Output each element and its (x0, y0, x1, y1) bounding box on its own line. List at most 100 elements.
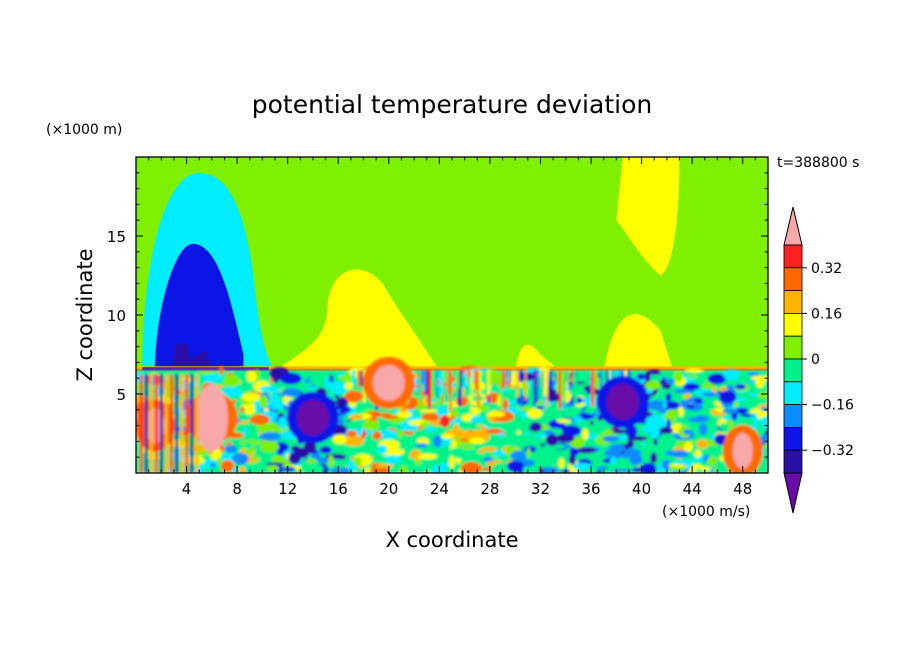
field-cell (232, 452, 249, 465)
field-cell (582, 428, 589, 441)
feature-core (732, 432, 753, 469)
field-cell (665, 378, 676, 385)
colorbar-swatch (783, 449, 803, 474)
field-cell (755, 376, 765, 388)
field-cell (576, 447, 596, 454)
field-cell (239, 406, 245, 414)
field-cell (384, 452, 402, 465)
field-streak (519, 370, 523, 383)
field-cell (695, 376, 707, 386)
field-cell (263, 400, 285, 408)
field-streak (543, 370, 548, 396)
field-cell (306, 458, 317, 464)
field-cell (707, 373, 727, 385)
field-streak (505, 370, 508, 386)
field-streak (471, 370, 475, 383)
field-cell (608, 443, 626, 453)
colorbar-swatch (783, 312, 803, 337)
field-cell (684, 368, 704, 373)
field-streak (591, 370, 595, 407)
field-cell (734, 407, 749, 415)
field-cell (478, 405, 490, 412)
field-cell (707, 456, 718, 466)
field-cell (568, 454, 577, 465)
field-streak (560, 370, 565, 397)
field-cell (683, 428, 691, 435)
left-banding (175, 374, 179, 473)
field-cell (244, 406, 256, 415)
field-streak (520, 370, 523, 409)
field-streak (473, 370, 476, 384)
field-cell (519, 412, 528, 419)
field-cell (612, 429, 627, 434)
field-cell (345, 420, 364, 429)
field-cell (259, 385, 281, 393)
field-cell (481, 467, 493, 472)
field-streak (357, 370, 361, 388)
field-cell (336, 396, 349, 407)
field-cell (602, 435, 620, 442)
field-cell (252, 455, 259, 463)
field-streak (464, 370, 468, 387)
field-cell (482, 457, 494, 462)
field-cell (526, 408, 543, 419)
left-banding (144, 374, 148, 473)
field-streak (571, 370, 573, 384)
x-tick-label: 4 (182, 480, 192, 498)
lower-layer (136, 356, 768, 473)
x-tick-label: 24 (430, 480, 449, 498)
field-cell (543, 466, 559, 473)
field-cell (282, 387, 302, 397)
field-cell (397, 430, 404, 439)
x-tick-label: 32 (531, 480, 550, 498)
field-cell (381, 466, 389, 473)
field-streak (425, 370, 428, 395)
feature-core (296, 399, 329, 436)
field-cell (271, 406, 283, 410)
field-cell (486, 411, 506, 418)
field-cell (469, 395, 485, 402)
field-cell (653, 437, 658, 446)
field-cell (609, 456, 617, 465)
field-cell (493, 449, 506, 458)
field-cell (421, 421, 429, 428)
field-cell (441, 433, 455, 439)
field-cell (448, 455, 455, 469)
field-cell (247, 431, 260, 440)
inversion-band (136, 366, 768, 371)
field-cell (569, 404, 574, 416)
field-cell (617, 457, 626, 466)
field-cell (453, 423, 459, 430)
field-cell (425, 424, 433, 433)
x-tick-label: 8 (232, 480, 242, 498)
warm-patch (515, 344, 560, 371)
field-cell (277, 412, 284, 418)
colorbar-swatch (783, 267, 803, 291)
time-label: t=388800 s (777, 155, 859, 171)
field-streak (457, 370, 460, 389)
field-cell (545, 433, 559, 446)
field-streak (460, 370, 463, 388)
field-cell (249, 414, 270, 426)
field-cell (573, 416, 583, 424)
cold-core-deep (171, 343, 212, 371)
field-streak (439, 370, 444, 395)
field-cell (470, 415, 484, 424)
field-cell (377, 429, 398, 440)
field-cell (636, 423, 644, 436)
field-cell (626, 439, 635, 449)
field-streak (566, 370, 569, 395)
field-cell (436, 405, 449, 417)
field-cell (536, 405, 545, 410)
field-cell (647, 369, 662, 375)
field-cell (403, 403, 417, 410)
field-cell (665, 409, 679, 418)
field-cell (678, 406, 684, 417)
field-streak (563, 370, 566, 407)
field-streak (487, 370, 491, 395)
colorbar-tick-label: 0.16 (811, 306, 842, 322)
field-streak (509, 370, 512, 384)
field-cell (623, 448, 642, 459)
field-cell (203, 458, 218, 469)
field-cell (396, 411, 412, 418)
